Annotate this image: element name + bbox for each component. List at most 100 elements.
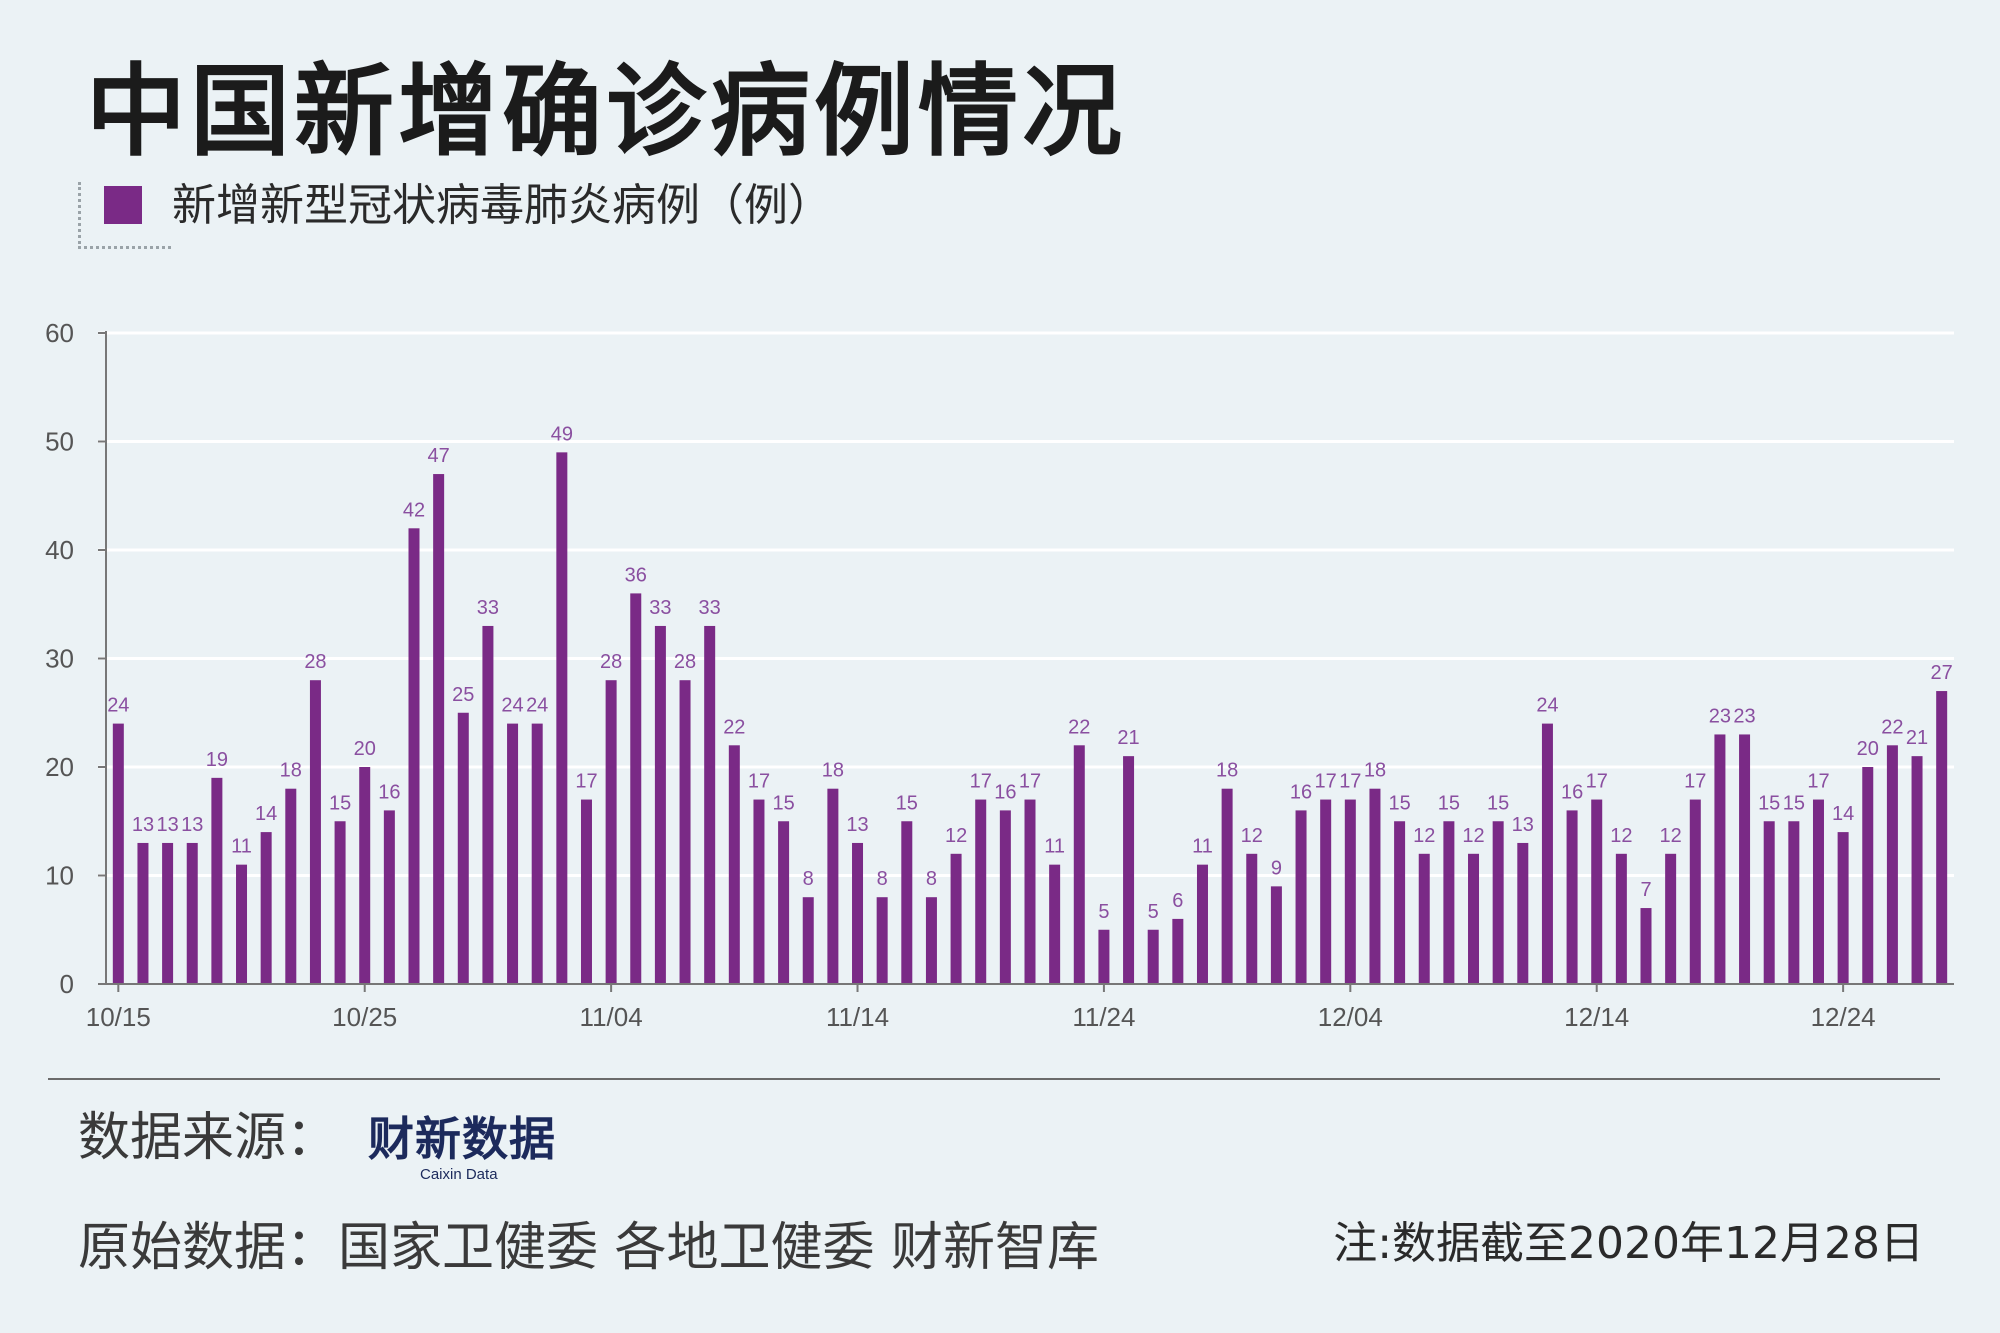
value-label-37: 17 bbox=[1019, 771, 1041, 793]
x-tick-label-12/04: 12/04 bbox=[1318, 1002, 1383, 1032]
value-label-44: 11 bbox=[1192, 836, 1213, 858]
bar-0 bbox=[112, 723, 124, 984]
bar-33 bbox=[925, 897, 937, 984]
bar-38 bbox=[1049, 864, 1061, 984]
legend-frame bbox=[78, 182, 171, 249]
value-label-38: 11 bbox=[1044, 836, 1065, 858]
bar-41 bbox=[1123, 756, 1135, 984]
bar-55 bbox=[1468, 853, 1480, 984]
y-axis-labels: 0 10 20 30 40 50 60 bbox=[45, 318, 107, 999]
value-label-26: 17 bbox=[748, 771, 770, 793]
bar-39 bbox=[1073, 745, 1085, 984]
bar-4 bbox=[211, 777, 223, 984]
value-label-52: 15 bbox=[1388, 792, 1410, 814]
bar-27 bbox=[778, 821, 790, 984]
bar-56 bbox=[1492, 821, 1504, 984]
bar-5 bbox=[236, 864, 248, 984]
logo-name: 财新数据 bbox=[368, 1112, 556, 1166]
bar-51 bbox=[1369, 788, 1381, 984]
bar-37 bbox=[1024, 799, 1036, 984]
divider bbox=[48, 1078, 1940, 1080]
y-tick-label-30: 30 bbox=[45, 644, 74, 674]
bar-35 bbox=[975, 799, 987, 984]
value-label-43: 6 bbox=[1172, 890, 1183, 912]
value-label-7: 18 bbox=[280, 760, 302, 782]
bar-52 bbox=[1394, 821, 1406, 984]
value-label-61: 12 bbox=[1610, 825, 1632, 847]
value-label-31: 8 bbox=[877, 868, 888, 890]
x-tick-label-10/15: 10/15 bbox=[86, 1002, 151, 1032]
value-label-66: 23 bbox=[1733, 705, 1755, 727]
value-label-63: 12 bbox=[1660, 825, 1682, 847]
y-tick-label-0: 0 bbox=[60, 969, 74, 999]
x-tick-label-11/04: 11/04 bbox=[580, 1002, 643, 1032]
bar-1 bbox=[137, 842, 149, 984]
x-tick-label-11/24: 11/24 bbox=[1072, 1002, 1135, 1032]
bar-18 bbox=[556, 452, 568, 985]
value-label-62: 7 bbox=[1640, 879, 1651, 901]
bar-9 bbox=[334, 821, 346, 984]
value-label-9: 15 bbox=[329, 792, 351, 814]
value-label-72: 22 bbox=[1881, 716, 1903, 738]
value-label-30: 13 bbox=[846, 814, 868, 836]
bar-64 bbox=[1689, 799, 1701, 984]
value-label-5: 11 bbox=[231, 836, 252, 858]
value-label-58: 24 bbox=[1536, 695, 1558, 717]
bar-53 bbox=[1418, 853, 1430, 984]
bar-3 bbox=[186, 842, 198, 984]
value-label-54: 15 bbox=[1438, 792, 1460, 814]
legend-swatch bbox=[104, 186, 142, 224]
bar-69 bbox=[1812, 799, 1824, 984]
value-label-49: 17 bbox=[1315, 771, 1337, 793]
bar-72 bbox=[1886, 745, 1898, 984]
bar-23 bbox=[679, 680, 691, 984]
bar-28 bbox=[802, 897, 814, 984]
value-label-1: 13 bbox=[132, 814, 154, 836]
value-label-74: 27 bbox=[1931, 662, 1953, 684]
value-label-56: 15 bbox=[1487, 792, 1509, 814]
x-tick-label-10/25: 10/25 bbox=[332, 1002, 397, 1032]
value-label-19: 17 bbox=[575, 771, 597, 793]
value-label-6: 14 bbox=[255, 803, 277, 825]
bar-15 bbox=[482, 625, 494, 984]
bar-46 bbox=[1246, 853, 1258, 984]
value-label-0: 24 bbox=[107, 695, 129, 717]
bar-32 bbox=[901, 821, 913, 984]
value-label-16: 24 bbox=[501, 695, 523, 717]
value-label-64: 17 bbox=[1684, 771, 1706, 793]
value-label-17: 24 bbox=[526, 695, 548, 717]
bar-71 bbox=[1862, 767, 1874, 984]
value-label-40: 5 bbox=[1098, 901, 1109, 923]
bar-66 bbox=[1739, 734, 1751, 984]
bar-67 bbox=[1763, 821, 1775, 984]
bar-60 bbox=[1591, 799, 1603, 984]
bar-48 bbox=[1295, 810, 1307, 984]
value-label-67: 15 bbox=[1758, 792, 1780, 814]
chart-title: 中国新增确诊病例情况 bbox=[86, 53, 1126, 170]
value-label-39: 22 bbox=[1068, 716, 1090, 738]
x-axis: 10/15 10/25 11/04 11/14 11/24 12/04 12/14 12/24 bbox=[86, 983, 1954, 1032]
y-tick-label-60: 60 bbox=[45, 318, 74, 348]
bar-11 bbox=[383, 810, 395, 984]
value-label-35: 17 bbox=[970, 771, 992, 793]
x-tick-label-12/14: 12/14 bbox=[1564, 1002, 1629, 1032]
value-label-45: 18 bbox=[1216, 760, 1238, 782]
value-label-46: 12 bbox=[1241, 825, 1263, 847]
value-label-34: 12 bbox=[945, 825, 967, 847]
value-label-41: 21 bbox=[1117, 727, 1139, 749]
value-label-57: 13 bbox=[1512, 814, 1534, 836]
original-data-sources: 原始数据：国家卫健委 各地卫健委 财新智库 bbox=[78, 1218, 1100, 1278]
bar-57 bbox=[1517, 842, 1529, 984]
bar-50 bbox=[1344, 799, 1356, 984]
bar-2 bbox=[162, 842, 174, 984]
bar-25 bbox=[728, 745, 740, 984]
value-label-70: 14 bbox=[1832, 803, 1854, 825]
bar-34 bbox=[950, 853, 962, 984]
bar-21 bbox=[630, 593, 642, 984]
bar-47 bbox=[1270, 886, 1282, 984]
value-label-51: 18 bbox=[1364, 760, 1386, 782]
value-label-50: 17 bbox=[1339, 771, 1361, 793]
value-label-14: 25 bbox=[452, 684, 474, 706]
